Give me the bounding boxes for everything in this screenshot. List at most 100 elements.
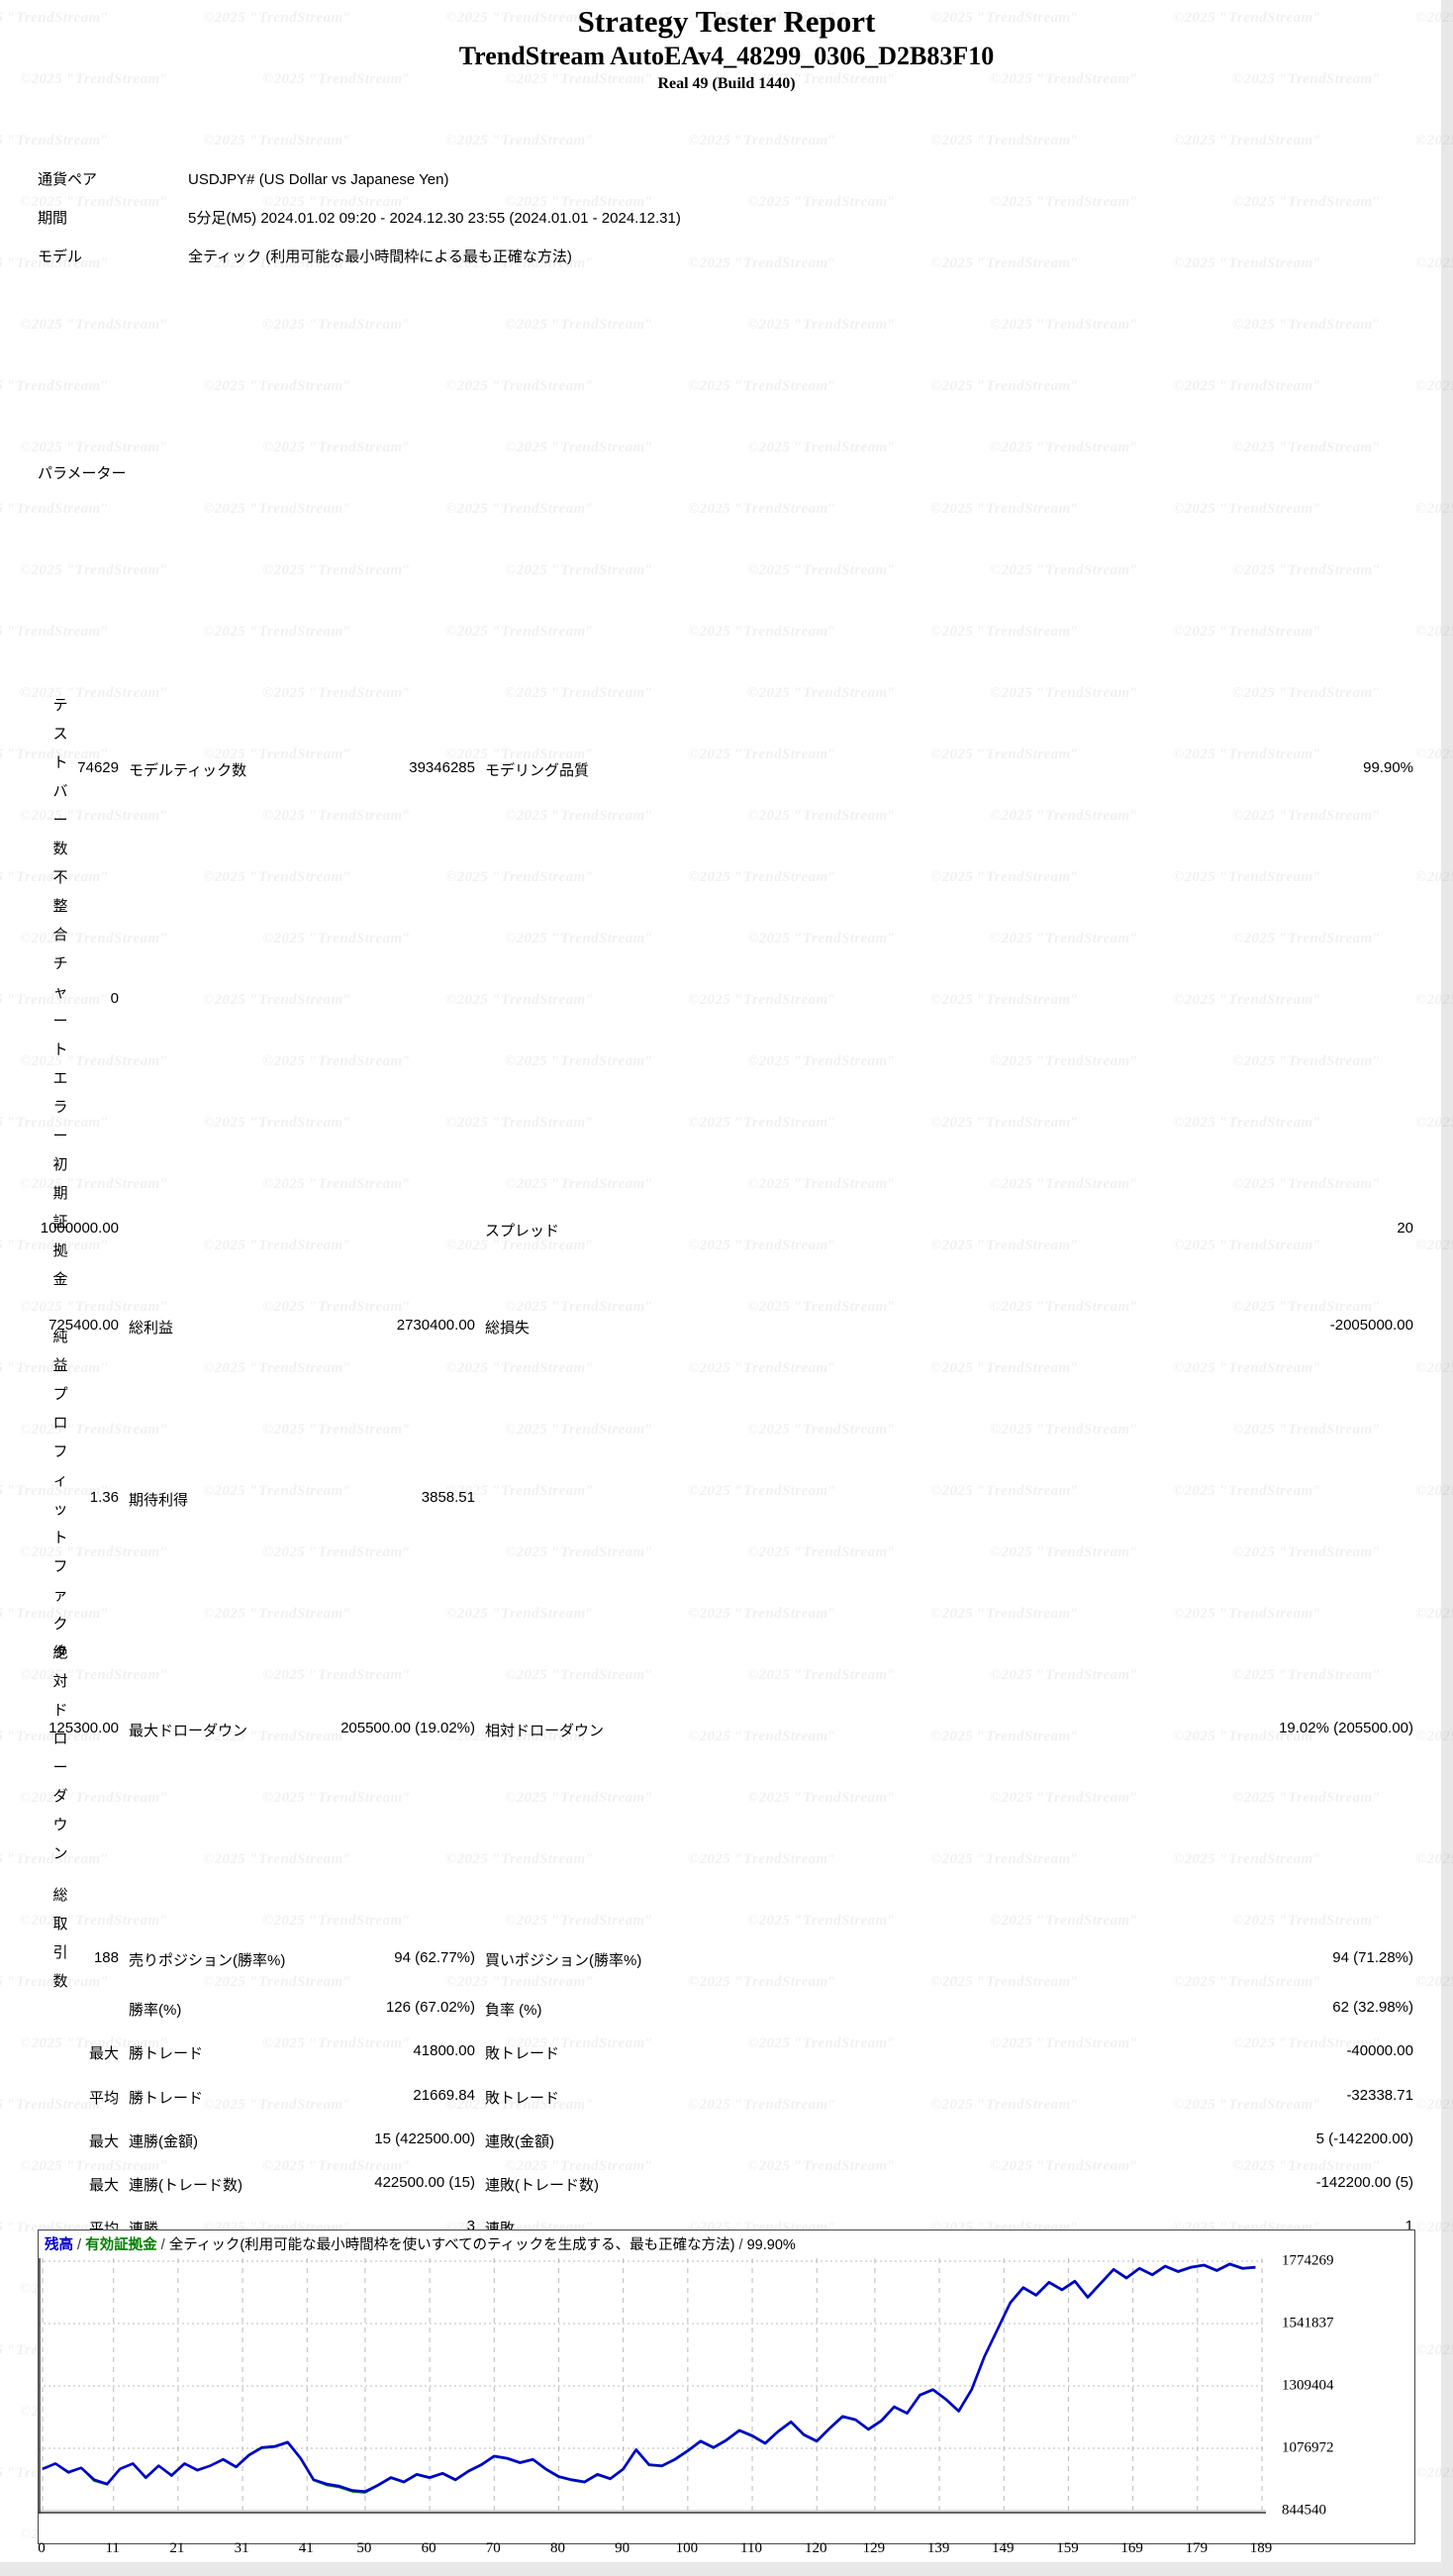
watermark: ©2025 ″TrendStream″	[990, 1422, 1139, 1437]
expect-label: 期待利得	[129, 1492, 189, 1509]
model-label: モデル	[38, 248, 83, 265]
x-axis-tick-label: 0	[38, 2540, 46, 2556]
deposit-label-vertical: 初期証拠金	[52, 1156, 68, 1288]
watermark: ©2025 ″TrendStream″	[20, 1053, 169, 1069]
x-axis-tick-label: 169	[1120, 2540, 1143, 2556]
vertical-scrollbar[interactable]	[1441, 0, 1453, 2562]
watermark: ©2025 ″TrendStream″	[1173, 1851, 1322, 1867]
winrate-label: 勝率(%)	[129, 2002, 182, 2019]
watermark: ©2025 ″TrendStream″	[1173, 501, 1322, 517]
watermark: ©2025 ″TrendStream″	[1173, 1974, 1322, 1990]
symbol-value: USDJPY# (US Dollar vs Japanese Yen)	[188, 171, 449, 188]
pf-label-vertical: プロフィットファクタ	[52, 1386, 68, 1661]
average-loss-label: 敗トレード	[485, 2090, 560, 2107]
watermark: ©2025 ″TrendStream″	[445, 501, 595, 517]
watermark: ©2025 ″TrendStream″	[1232, 1299, 1382, 1315]
watermark: ©2025 ″TrendStream″	[20, 1544, 169, 1560]
watermark: ©2025 ″TrendStream″	[930, 1115, 1080, 1131]
watermark: ©2025 ″TrendStream″	[1232, 685, 1382, 701]
watermark: ©2025 ″TrendStream″	[203, 501, 352, 517]
stat-row-largest: 最大 勝トレード 41800.00 敗トレード -40000.00	[0, 2042, 1453, 2062]
watermark: ©2025 ″TrendStream″	[445, 869, 595, 885]
watermark: ©2025 ″TrendStream″	[1232, 562, 1382, 578]
watermark: ©2025 ″TrendStream″	[990, 1053, 1139, 1069]
largest-loss-label: 敗トレード	[485, 2045, 560, 2062]
watermark: ©2025 ″TrendStream″	[1232, 1790, 1382, 1806]
watermark: ©2025 ″TrendStream″	[445, 1851, 595, 1867]
equity-chart[interactable]: 残高 / 有効証拠金 / 全ティック(利用可能な最小時間枠を使いすべてのティック…	[38, 2229, 1415, 2544]
parameters-label: パラメーター	[38, 465, 127, 482]
maxdd-value: 205500.00 (19.02%)	[340, 1720, 475, 1736]
absdd-value: 125300.00	[48, 1720, 119, 1736]
y-axis-tick-label: 1541837	[1282, 2315, 1334, 2331]
legend-quality: 99.90%	[746, 2237, 796, 2253]
average-win-label: 勝トレード	[129, 2090, 204, 2107]
watermark: ©2025 ″TrendStream″	[1232, 808, 1382, 824]
bars-label-vertical: テストバー数	[52, 697, 68, 857]
watermark: ©2025 ″TrendStream″	[990, 808, 1139, 824]
stat-row-winrate: 勝率(%) 126 (67.02%) 負率 (%) 62 (32.98%)	[0, 1999, 1453, 2019]
ticks-value: 39346285	[409, 759, 475, 776]
reldd-label: 相対ドローダウン	[485, 1723, 605, 1739]
watermark: ©2025 ″TrendStream″	[990, 1299, 1139, 1315]
watermark: ©2025 ″TrendStream″	[990, 1176, 1139, 1192]
watermark: ©2025 ″TrendStream″	[505, 562, 654, 578]
watermark: ©2025 ″TrendStream″	[262, 1544, 412, 1560]
watermark: ©2025 ″TrendStream″	[505, 1544, 654, 1560]
watermark: ©2025 ″TrendStream″	[203, 624, 352, 640]
maxcons-label: 最大	[88, 2133, 119, 2150]
watermark: ©2025 ″TrendStream″	[203, 133, 352, 149]
watermark: ©2025 ″TrendStream″	[203, 378, 352, 394]
chart-legend: 残高 / 有効証拠金 / 全ティック(利用可能な最小時間枠を使いすべてのティック…	[45, 2233, 796, 2254]
watermark: ©2025 ″TrendStream″	[262, 1913, 412, 1929]
watermark: ©2025 ″TrendStream″	[1173, 1115, 1322, 1131]
watermark: ©2025 ″TrendStream″	[1232, 1544, 1382, 1560]
maxcons-win-value: 15 (422500.00)	[374, 2130, 475, 2147]
watermark: ©2025 ″TrendStream″	[0, 378, 110, 394]
watermark: ©2025 ″TrendStream″	[930, 1360, 1080, 1376]
ea-name: TrendStream AutoEAv4_48299_0306_D2B83F10	[458, 42, 995, 70]
watermark: ©2025 ″TrendStream″	[20, 194, 169, 210]
watermark: ©2025 ″TrendStream″	[203, 1974, 352, 1990]
x-axis-tick-label: 100	[675, 2540, 699, 2556]
x-axis-tick-label: 80	[549, 2540, 565, 2556]
series-line	[42, 2263, 1256, 2494]
x-axis-tick-label: 120	[804, 2540, 827, 2556]
watermark: ©2025 ″TrendStream″	[747, 931, 897, 946]
watermark: ©2025 ″TrendStream″	[930, 1606, 1080, 1622]
watermark: ©2025 ″TrendStream″	[203, 1360, 352, 1376]
watermark: ©2025 ″TrendStream″	[445, 1974, 595, 1990]
stat-row-maxcons-amount: 最大 連勝(トレード数) 422500.00 (15) 連敗(トレード数) -1…	[0, 2174, 1453, 2194]
watermark: ©2025 ″TrendStream″	[505, 808, 654, 824]
short-label: 売りポジション(勝率%)	[129, 1952, 286, 1969]
watermark: ©2025 ″TrendStream″	[505, 931, 654, 946]
stat-row-pf: 1.36 期待利得 3858.51	[0, 1489, 1453, 1509]
maxcons-loss-label: 連敗(金額)	[485, 2133, 554, 2150]
watermark: ©2025 ″TrendStream″	[262, 562, 412, 578]
watermark: ©2025 ″TrendStream″	[688, 1606, 837, 1622]
expect-value: 3858.51	[421, 1489, 475, 1506]
watermark: ©2025 ″TrendStream″	[262, 194, 412, 210]
stat-row-average: 平均 勝トレード 21669.84 敗トレード -32338.71	[0, 2087, 1453, 2107]
average-loss-value: -32338.71	[1346, 2087, 1413, 2104]
watermark: ©2025 ″TrendStream″	[688, 378, 837, 394]
watermark: ©2025 ″TrendStream″	[1232, 194, 1382, 210]
grossprofit-value: 2730400.00	[396, 1317, 475, 1334]
x-axis-tick-label: 149	[992, 2540, 1015, 2556]
watermark: ©2025 ″TrendStream″	[1173, 1606, 1322, 1622]
watermark: ©2025 ″TrendStream″	[20, 440, 169, 455]
x-axis-tick-label: 189	[1249, 2540, 1273, 2556]
x-axis-tick-label: 11	[105, 2540, 120, 2556]
watermark: ©2025 ″TrendStream″	[930, 869, 1080, 885]
watermark: ©2025 ″TrendStream″	[262, 2158, 412, 2174]
grossloss-value: -2005000.00	[1329, 1317, 1413, 1334]
stat-row-mismatch: 0	[0, 990, 1453, 1010]
horizontal-scrollbar[interactable]	[0, 2562, 1453, 2576]
watermark: ©2025 ″TrendStream″	[990, 1913, 1139, 1929]
spread-label: スプレッド	[485, 1223, 560, 1239]
watermark: ©2025 ″TrendStream″	[688, 1238, 837, 1253]
watermark: ©2025 ″TrendStream″	[1173, 624, 1322, 640]
watermark: ©2025 ″TrendStream″	[990, 194, 1139, 210]
stat-row-trades: 188 売りポジション(勝率%) 94 (62.77%) 買いポジション(勝率%…	[0, 1949, 1453, 1969]
watermark: ©2025 ″TrendStream″	[505, 440, 654, 455]
